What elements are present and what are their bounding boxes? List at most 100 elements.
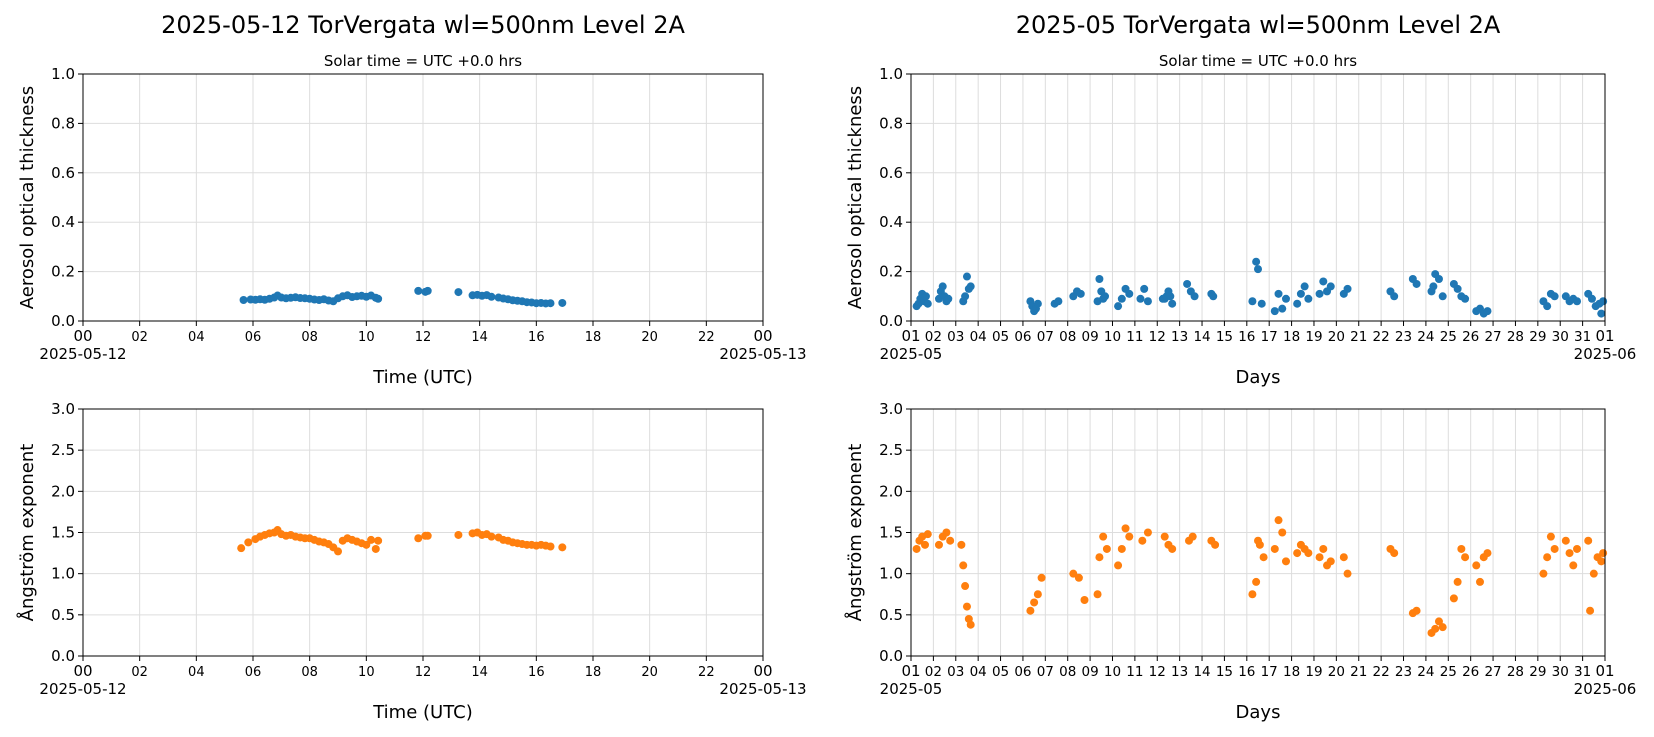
- y-tick-label: 0.6: [51, 164, 75, 182]
- y-tick-label: 0.0: [879, 312, 903, 330]
- data-point: [1125, 532, 1134, 541]
- data-point: [362, 540, 371, 549]
- y-tick-label: 0.8: [51, 114, 75, 132]
- daily-angstrom-panel: 0.0 0.5 1.0 1.5 2.0 2.5 3.0 00 02 04 06 08 10 12 14 16 1…: [16, 400, 807, 723]
- data-point: [1339, 553, 1348, 562]
- y-tick-label: 1.5: [879, 524, 903, 542]
- data-point: [923, 299, 932, 308]
- x-tick-label: 17: [1261, 329, 1278, 345]
- chart-subtitle: Solar time = UTC +0.0 hrs: [1159, 52, 1357, 70]
- y-tick-label: 2.5: [51, 441, 75, 459]
- data-point: [1315, 553, 1324, 562]
- data-point: [1140, 284, 1149, 293]
- data-point: [1599, 297, 1608, 306]
- data-point: [923, 530, 932, 539]
- data-point: [1438, 292, 1447, 301]
- x-tick-label: 19: [1305, 664, 1322, 680]
- y-tick-label: 0.0: [51, 312, 75, 330]
- data-point: [1188, 532, 1197, 541]
- axes-frame: [910, 73, 1606, 322]
- monthly-aod-panel: 0.0 0.2 0.4 0.6 0.8 1.0 01 02 03 04 05 06 07 08 09 10 11…: [845, 11, 1636, 388]
- x-tick-label: 12: [415, 330, 432, 345]
- data-point: [334, 547, 342, 556]
- data-point: [1248, 590, 1257, 599]
- data-point: [1257, 299, 1266, 308]
- x-tick-label: 23: [1395, 329, 1412, 345]
- data-point: [374, 536, 383, 545]
- data-point: [1255, 540, 1264, 549]
- data-point: [1550, 292, 1559, 301]
- x-tick-label: 23: [1395, 664, 1412, 680]
- data-point: [1102, 544, 1111, 553]
- x-tick-label: 18: [1283, 329, 1300, 345]
- data-point: [1584, 536, 1593, 545]
- x-tick-label: 12: [1149, 329, 1166, 345]
- x-tick-label: 31: [1574, 329, 1591, 345]
- x-end-date-label: 2025-05-13: [719, 345, 806, 363]
- x-tick-label: 20: [641, 330, 658, 345]
- data-point: [1114, 302, 1123, 311]
- x-end-date-label: 2025-05-13: [719, 680, 806, 698]
- x-tick-label: 10: [358, 330, 375, 345]
- x-tick-label: 13: [1171, 664, 1188, 680]
- data-point: [1190, 292, 1199, 301]
- x-tick-label: 06: [245, 665, 262, 680]
- x-tick-label: 21: [1350, 329, 1367, 345]
- data-point: [1461, 553, 1470, 562]
- x-tick-label: 13: [1171, 329, 1188, 345]
- y-tick-label: 0.2: [879, 263, 903, 281]
- data-point: [414, 286, 423, 295]
- y-tick-label: 2.0: [879, 482, 903, 500]
- data-point: [959, 561, 968, 570]
- data-point: [1599, 549, 1608, 558]
- x-tick-label: 06: [245, 330, 262, 345]
- x-axis-label: Days: [1236, 367, 1281, 388]
- data-point: [1248, 297, 1257, 306]
- data-point: [1033, 299, 1042, 308]
- data-point: [1143, 297, 1152, 306]
- data-point: [546, 542, 555, 551]
- data-point: [374, 294, 383, 303]
- data-point: [1143, 528, 1152, 537]
- data-point: [1453, 284, 1462, 293]
- data-point: [1326, 557, 1335, 566]
- x-start-date-label: 2025-05-12: [39, 680, 126, 698]
- data-point: [1076, 289, 1085, 298]
- data-point: [558, 298, 567, 307]
- x-tick-label: 27: [1484, 329, 1501, 345]
- data-point: [1093, 590, 1102, 599]
- x-tick-label: 16: [528, 330, 545, 345]
- y-axis-label: Aerosol optical thickness: [845, 86, 866, 309]
- x-tick-label: 10: [1104, 329, 1121, 345]
- x-end-date-label: 2025-06: [1574, 680, 1637, 698]
- data-point: [1168, 299, 1177, 308]
- data-point: [414, 534, 423, 543]
- data-point: [1589, 569, 1598, 578]
- y-tick-label: 0.4: [879, 213, 903, 231]
- data-point: [1319, 277, 1328, 286]
- x-start-date-label: 2025-05: [880, 345, 943, 363]
- data-point: [1546, 532, 1555, 541]
- data-point: [1254, 265, 1262, 274]
- x-tick-label: 10: [1104, 664, 1121, 680]
- data-point: [1569, 561, 1578, 570]
- x-tick-label: 09: [1082, 664, 1099, 680]
- data-point: [244, 538, 253, 547]
- x-tick-label: 05: [992, 664, 1009, 680]
- y-tick-label: 3.0: [879, 400, 903, 418]
- x-tick-label: 16: [528, 665, 545, 680]
- data-point: [944, 294, 953, 303]
- data-point: [1550, 544, 1559, 553]
- x-tick-label: 02: [925, 329, 942, 345]
- data-point: [966, 282, 975, 291]
- x-tick-label: 06: [1014, 329, 1031, 345]
- data-point: [237, 544, 246, 553]
- data-point: [1343, 569, 1352, 578]
- x-tick-label: 20: [1328, 664, 1345, 680]
- x-tick-label: 07: [1037, 329, 1054, 345]
- data-point: [1121, 524, 1130, 533]
- data-point: [423, 531, 432, 540]
- data-point: [1026, 606, 1035, 615]
- data-point: [1293, 549, 1302, 558]
- x-tick-label: 21: [1350, 664, 1367, 680]
